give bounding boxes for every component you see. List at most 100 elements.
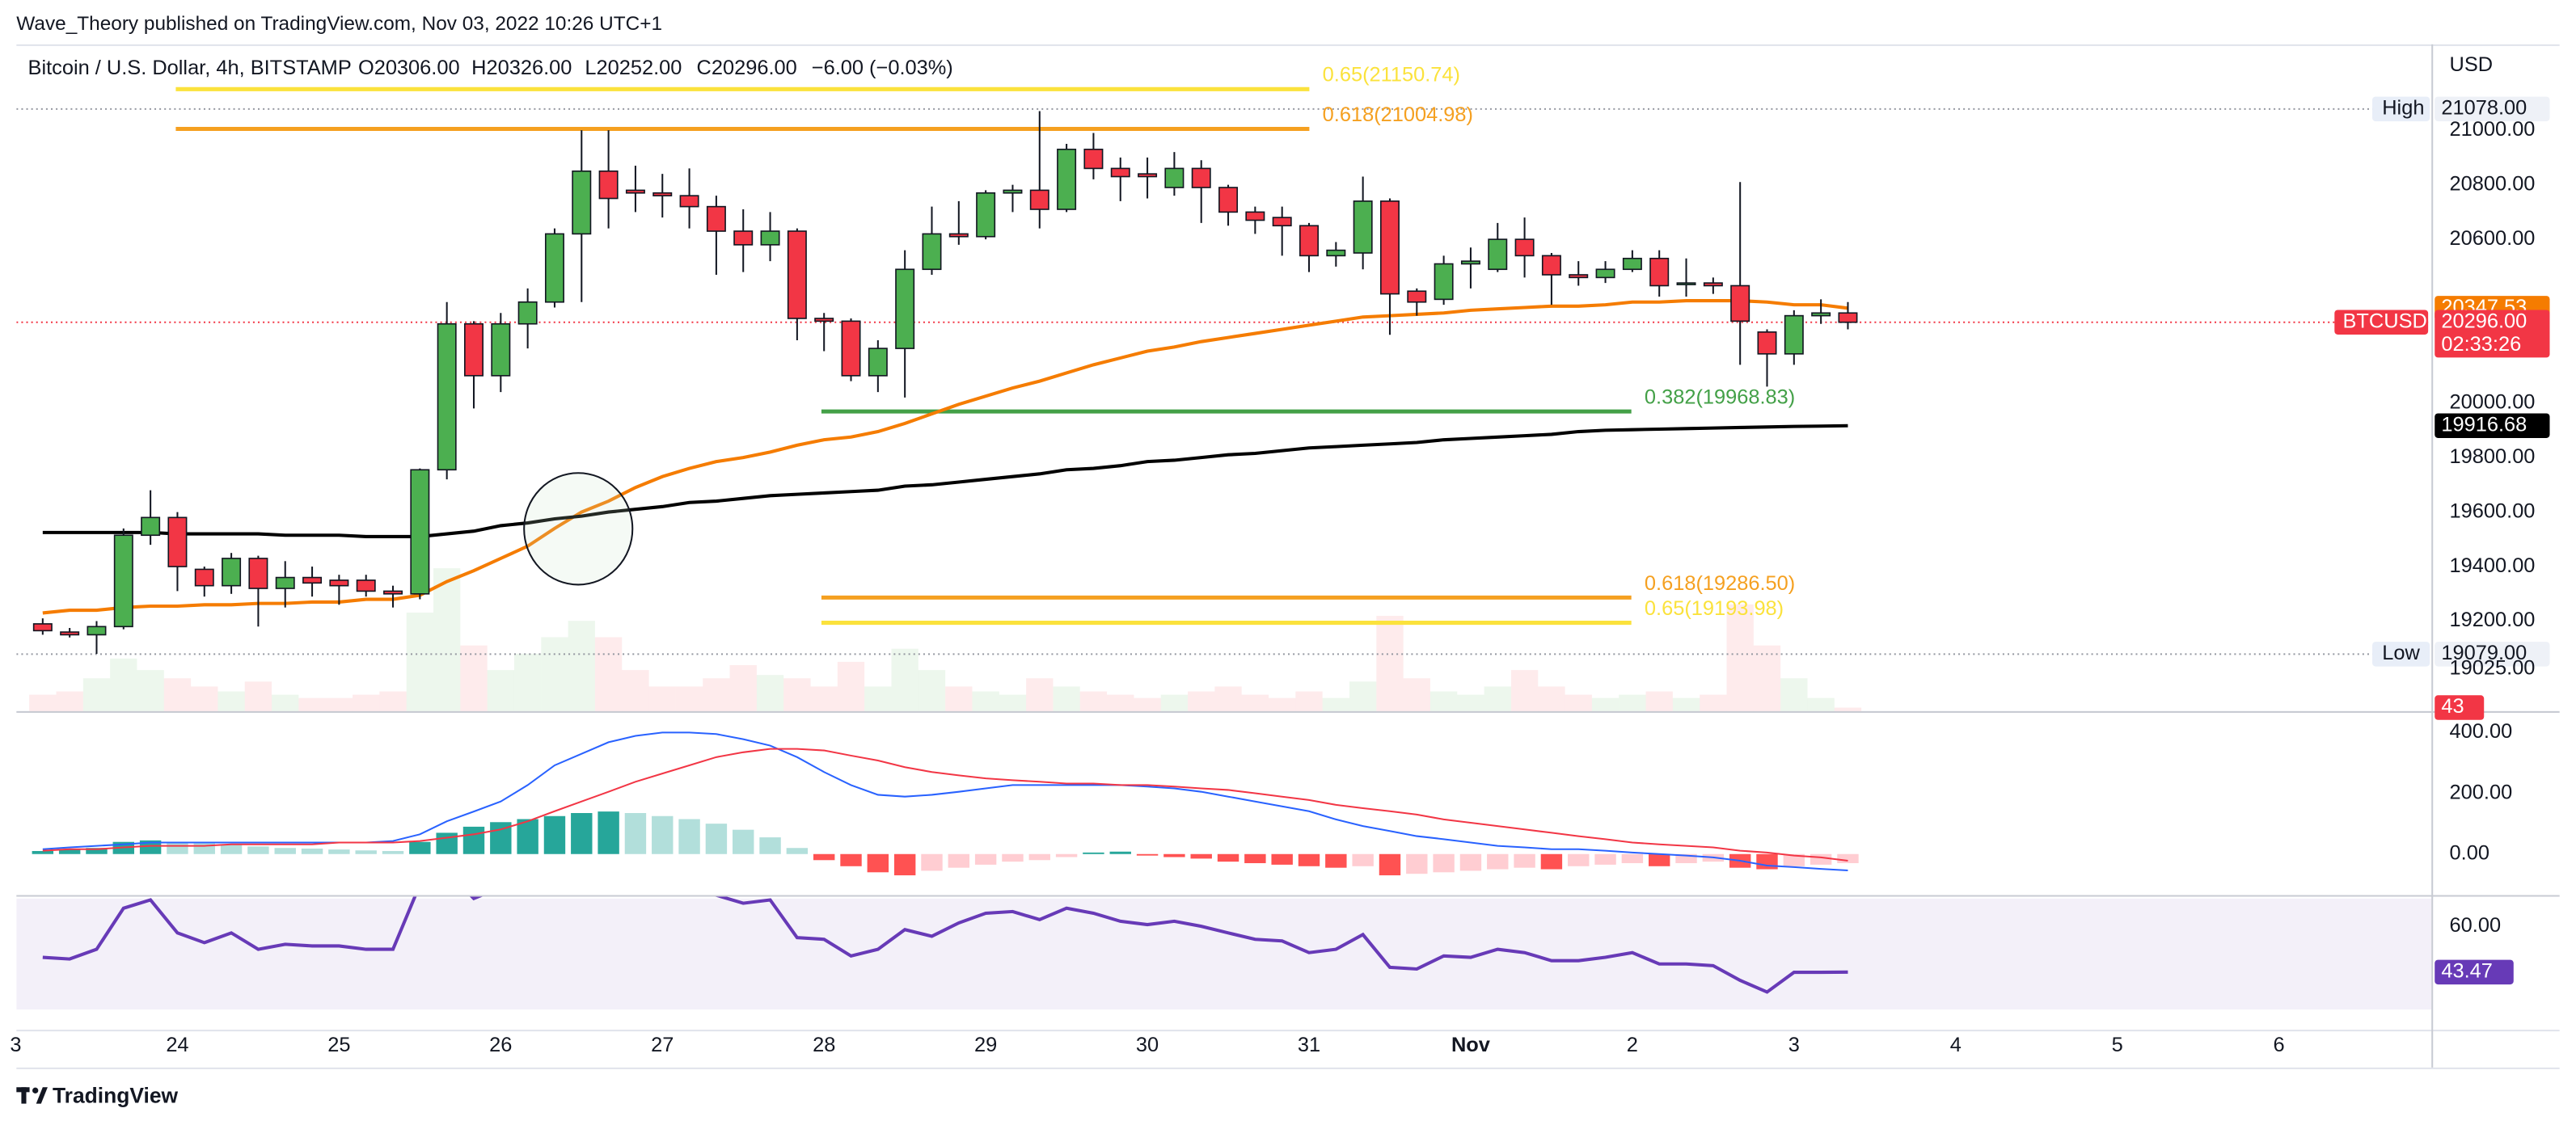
volume-bar bbox=[1834, 707, 1862, 711]
histogram-bar bbox=[921, 853, 943, 871]
extreme-value: 21078.00 bbox=[2441, 97, 2527, 120]
legend-open: O20306.00 bbox=[358, 57, 460, 79]
histogram-bar bbox=[1002, 853, 1024, 862]
candle-body bbox=[32, 623, 53, 632]
histogram-bar bbox=[1621, 853, 1644, 864]
main-pane bbox=[16, 86, 2432, 711]
extreme-value-box bbox=[2435, 96, 2550, 122]
y-tick-label: 19200.00 bbox=[2450, 609, 2536, 631]
candle-body bbox=[1757, 331, 1777, 355]
histogram-bar bbox=[543, 815, 566, 854]
candle-body bbox=[1353, 200, 1373, 254]
y-tick-label: 400.00 bbox=[2450, 720, 2513, 743]
volume-bar bbox=[163, 678, 192, 711]
histogram-bar bbox=[786, 848, 809, 854]
candle-body bbox=[1784, 314, 1804, 355]
candle-body bbox=[1514, 238, 1535, 257]
volume-bar bbox=[541, 637, 568, 711]
legend-high: H20326.00 bbox=[471, 57, 572, 79]
candle-body bbox=[302, 576, 323, 584]
candle-body bbox=[544, 233, 564, 303]
candle-body bbox=[1029, 189, 1049, 210]
extreme-name: Low bbox=[2382, 642, 2420, 664]
candle-body bbox=[1138, 173, 1158, 178]
x-tick-label: 30 bbox=[1136, 1034, 1159, 1056]
candle-body bbox=[598, 170, 619, 200]
histogram-bar bbox=[598, 811, 619, 854]
candle-body bbox=[356, 579, 376, 592]
volume-bar bbox=[1079, 691, 1108, 711]
histogram-bar bbox=[1163, 853, 1185, 857]
histogram-bar bbox=[32, 850, 54, 854]
histogram-bar bbox=[1756, 853, 1778, 870]
histogram-bar bbox=[1810, 853, 1832, 865]
histogram-bar bbox=[1298, 853, 1320, 866]
fib-label: 0.618(21004.98) bbox=[1323, 103, 1473, 126]
volume-tag-box bbox=[2435, 695, 2485, 720]
candle-body bbox=[1622, 257, 1642, 271]
candle-body bbox=[652, 192, 673, 196]
candle-body bbox=[1460, 260, 1480, 265]
volume-bar bbox=[1700, 694, 1727, 711]
volume-bar bbox=[1672, 697, 1700, 711]
candle-body bbox=[814, 318, 834, 322]
volume-bar bbox=[1214, 686, 1242, 711]
candle-body bbox=[329, 579, 349, 587]
volume-bar bbox=[1188, 691, 1215, 711]
candle-body bbox=[1272, 217, 1292, 227]
x-tick-label: 5 bbox=[2112, 1034, 2123, 1056]
y-tick-label: 20800.00 bbox=[2450, 172, 2536, 195]
candle-body bbox=[141, 516, 161, 537]
countdown: 02:33:26 bbox=[2441, 333, 2521, 356]
histogram-bar bbox=[328, 849, 350, 854]
histogram-bar bbox=[58, 849, 81, 854]
histogram-bar bbox=[624, 812, 647, 854]
volume-bar bbox=[513, 653, 542, 711]
candle-body bbox=[464, 322, 484, 377]
candle-body bbox=[1326, 249, 1346, 257]
legend-change: −6.00 (−0.03%) bbox=[812, 57, 953, 79]
histogram-bar bbox=[1083, 852, 1104, 854]
histogram-bar bbox=[1594, 853, 1616, 865]
histogram-bar bbox=[1190, 853, 1212, 859]
candle-body bbox=[679, 195, 699, 208]
volume-bar bbox=[1780, 678, 1808, 711]
candle-body bbox=[410, 469, 430, 595]
candle-body bbox=[1245, 211, 1265, 221]
volume-bar bbox=[433, 568, 461, 711]
volume-bar bbox=[1053, 686, 1080, 711]
volume-bar bbox=[594, 637, 623, 711]
published-note: Wave_Theory published on TradingView.com… bbox=[16, 13, 662, 35]
volume-bar bbox=[1349, 681, 1377, 711]
histogram-bar bbox=[1217, 853, 1239, 862]
extreme-value: 19079.00 bbox=[2441, 642, 2527, 664]
candle-body bbox=[1110, 167, 1130, 178]
candle-body bbox=[1379, 200, 1400, 295]
candle-body bbox=[948, 233, 969, 238]
y-tick-label: 19600.00 bbox=[2450, 499, 2536, 522]
volume-bar bbox=[1457, 694, 1484, 711]
candle-body bbox=[167, 516, 188, 567]
histogram-bar bbox=[948, 853, 970, 868]
fib-label: 0.618(19286.50) bbox=[1645, 572, 1795, 595]
y-tick-label: 60.00 bbox=[2450, 914, 2502, 937]
volume-bar bbox=[353, 694, 380, 711]
candle-body bbox=[1218, 187, 1239, 213]
volume-bar bbox=[1619, 694, 1646, 711]
moving-average bbox=[42, 299, 1848, 615]
volume-bar bbox=[272, 694, 299, 711]
x-tick-label: 27 bbox=[651, 1034, 674, 1056]
volume-bar bbox=[1026, 678, 1054, 711]
y-tick-label: 19025.00 bbox=[2450, 656, 2536, 679]
y-tick-label: 20000.00 bbox=[2450, 390, 2536, 413]
candle-body bbox=[841, 320, 861, 377]
volume-bar bbox=[1510, 670, 1539, 711]
histogram-bar bbox=[867, 853, 889, 873]
volume-bar bbox=[1403, 678, 1430, 711]
volume-bar bbox=[1160, 694, 1189, 711]
histogram-bar bbox=[274, 848, 296, 854]
y-tick-label: 19800.00 bbox=[2450, 445, 2536, 468]
candle-body bbox=[60, 631, 80, 636]
candle-body bbox=[383, 590, 403, 595]
volume-bar bbox=[756, 675, 784, 711]
